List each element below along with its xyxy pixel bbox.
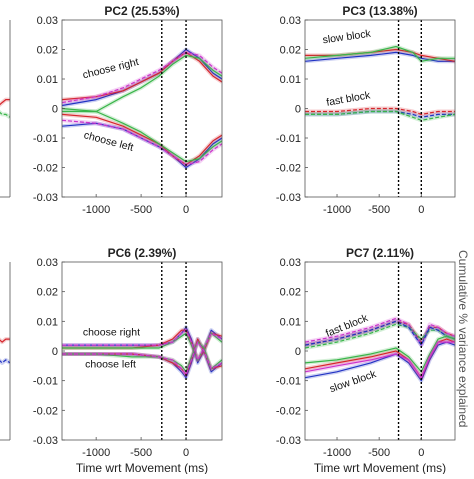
panel-4 [0,262,11,441]
x-tick-label: -500 [368,447,390,459]
annotation-label: choose right [82,56,140,82]
series-line-green [62,54,222,113]
y-tick-label: -0.01 [33,133,58,145]
x-tick-label: 0 [418,447,424,459]
x-axis-label: Time wrt Movement (ms) [76,461,208,474]
panel-plot-area [62,47,222,170]
y-tick-label: -0.02 [33,405,58,417]
panel-6: 0.03 0.02 0.01 0 -0.01 -0.02 -0.03 -1000 -500 0 PC… [276,246,456,475]
y-tick-label: -0.01 [33,376,58,388]
panel-title: PC7 (2.11%) [346,246,414,260]
panel-plot-area [0,337,10,365]
annotation-label: fast block [325,89,372,109]
y-tick-label: 0.01 [37,316,58,328]
panel-plot-area [305,316,455,383]
y-tick-label: 0.02 [37,45,58,57]
y-tick-label: -0.03 [276,192,301,204]
y-tick-label: 0.02 [37,287,58,299]
series-line-magenta [62,119,222,166]
series-line-blue [0,359,10,364]
x-tick-label: -500 [130,447,152,459]
series-line-magenta [305,341,455,379]
y-tick-label: 0 [295,104,301,116]
y-tick-label: -0.01 [276,376,301,388]
x-tick-label: -1000 [82,447,110,459]
annotation-label: slow block [322,28,372,47]
annotation-label: choose right [83,327,140,339]
y-tick-label: 0.03 [280,257,301,269]
x-tick-label: 0 [418,204,424,216]
y-tick-label: 0.02 [280,45,301,57]
panel-5: 0.03 0.02 0.01 0 -0.01 -0.02 -0.03 -1000 -500 0 PC… [33,246,223,475]
y-tick-label: -0.03 [33,192,58,204]
y-tick-label: -0.02 [276,405,301,417]
series-line-magenta [62,341,222,376]
panel-plot-area [0,97,10,119]
series-line-green [305,45,455,62]
series-line-red [62,51,222,101]
series-line-green [305,335,455,373]
series-line-slow-block [305,51,455,62]
series-line-green [305,110,455,121]
y-tick-label: -0.02 [33,163,58,175]
y-tick-label: 0 [52,346,58,358]
series-line-blue [305,320,455,346]
y-tick-label: -0.03 [33,435,58,447]
panel-plot-area [62,325,222,380]
side-label-text: Cumulative % variance explained [456,250,470,428]
y-tick-label: 0.01 [280,316,301,328]
series-line-magenta [62,51,222,104]
y-tick-label: -0.02 [276,163,301,175]
series-line-slow-block [305,341,455,382]
panel-frame [61,19,223,198]
annotation-label: choose left [85,358,136,370]
x-axis-label: Time wrt Movement (ms) [314,461,446,474]
panel-title: PC6 (2.39%) [108,246,177,260]
panel-title: PC2 (25.53%) [104,4,179,18]
y-tick-label: 0.02 [280,287,301,299]
panel-2: 0.03 0.02 0.01 0 -0.01 -0.02 -0.03 -1000 -500 0 PC… [33,4,223,216]
y-tick-label: 0.01 [280,74,301,86]
series-line-magenta [62,329,222,361]
series-line-red [0,338,10,343]
x-tick-label: -500 [368,204,390,216]
series-line-green [62,110,222,163]
side-label: Cumulative % variance explained [456,250,474,474]
y-tick-label: 0.03 [280,15,301,27]
series-line-green [62,341,222,373]
series-line-red [62,113,222,166]
y-tick-label: 0 [52,104,58,116]
y-tick-label: 0.03 [37,257,58,269]
x-tick-label: -500 [130,204,152,216]
panel-1 [0,20,11,198]
y-tick-label: 0 [295,346,301,358]
y-tick-label: -0.01 [276,133,301,145]
panel-title: PC3 (13.38%) [342,4,417,18]
y-tick-label: 0.03 [37,15,58,27]
y-tick-label: -0.03 [276,435,301,447]
x-tick-label: -1000 [323,204,351,216]
series-line-red [305,107,455,116]
panel-frame [61,261,223,441]
panel-plot-area [305,44,455,123]
x-tick-label: -1000 [323,447,351,459]
panel-3: 0.03 0.02 0.01 0 -0.01 -0.02 -0.03 -1000 -500 0 PC… [276,4,456,216]
series-line-red [0,98,10,106]
y-tick-label: 0.01 [37,74,58,86]
series-line-magenta [305,317,455,346]
x-tick-label: -1000 [82,204,110,216]
x-tick-label: 0 [183,447,189,459]
series-line-green [0,111,10,118]
x-tick-label: 0 [183,204,189,216]
